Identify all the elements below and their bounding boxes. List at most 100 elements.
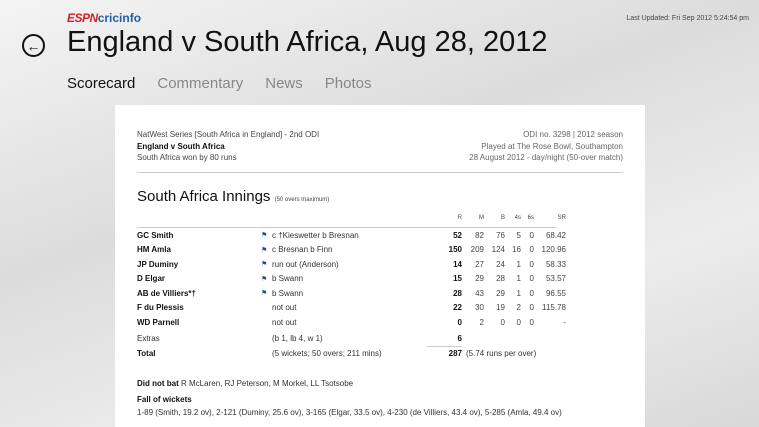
total-detail: (5 wickets; 50 overs; 211 mins) (272, 348, 382, 358)
last-updated: Last Updated: Fri Sep 2012 5:24:54 pm (626, 15, 749, 22)
stat-sr: 115.78 (542, 303, 566, 312)
total-row: Total (5 wickets; 50 overs; 211 mins) 28… (137, 346, 617, 360)
stat-r: 28 (453, 288, 462, 298)
extras-row: Extras (b 1, lb 4, w 1) 6 (137, 331, 577, 345)
stat-6s: 0 (529, 259, 534, 269)
stat-r: 0 (457, 317, 462, 327)
stat-m: 82 (475, 230, 484, 240)
dismissal: run out (Anderson) (272, 259, 339, 269)
col-sr: SR (557, 215, 566, 221)
back-arrow-icon: ← (26, 37, 41, 54)
stat-4s: 1 (516, 288, 521, 298)
batsman-row: AB de Villiers*† ⚑ b Swann 28 43 29 1 0 96.55 (137, 286, 577, 300)
dismissal: c †Kieswetter b Bresnan (272, 230, 359, 240)
stat-sr: - (563, 317, 566, 327)
stat-m: 43 (475, 288, 484, 298)
stat-4s: 1 (516, 259, 521, 269)
stat-b: 29 (496, 288, 505, 298)
divider (137, 172, 623, 173)
stat-b: 24 (496, 259, 505, 269)
stat-sr: 58.33 (545, 259, 566, 269)
batsman-name[interactable]: HM Amla (137, 245, 171, 254)
batsman-row: WD Parnell not out 0 2 0 0 0- (137, 315, 577, 329)
stat-4s: 2 (516, 303, 521, 312)
stat-6s: 0 (529, 274, 534, 283)
dismissal: c Bresnan b Finn (272, 245, 333, 254)
fall-of-wickets-label: Fall of wickets (137, 395, 192, 404)
espncricinfo-logo: ESPNcricinfo (67, 11, 142, 25)
col-r: R (457, 215, 462, 221)
stat-4s: 0 (516, 317, 521, 327)
stat-m: 209 (470, 245, 484, 254)
scorecard-panel: NatWest Series [South Africa in England]… (115, 105, 645, 427)
back-button[interactable]: ← (22, 34, 45, 57)
did-not-bat: Did not bat R McLaren, RJ Peterson, M Mo… (137, 379, 354, 388)
innings-subtitle: (50 overs maximum) (274, 197, 330, 203)
col-6s: 6s (527, 215, 534, 221)
extras-label: Extras (137, 333, 160, 343)
table-header: R M B 4s 6s SR (137, 211, 577, 225)
stat-b: 76 (496, 230, 505, 240)
batsman-row: D Elgar ⚑ b Swann 15 29 28 1 0 53.57 (137, 272, 577, 286)
stat-r: 15 (453, 274, 462, 283)
tab-photos[interactable]: Photos (324, 75, 372, 92)
batsman-name[interactable]: JP Duminy (137, 259, 179, 269)
comment-icon[interactable]: ⚑ (261, 246, 268, 254)
batsman-row: HM Amla ⚑ c Bresnan b Finn 150 209 124 16 0 120.… (137, 243, 577, 257)
stat-r: 14 (453, 259, 462, 269)
comment-icon[interactable]: ⚑ (261, 275, 268, 283)
stat-4s: 5 (516, 230, 521, 240)
batsman-row: GC Smith ⚑ c †Kieswetter b Bresnan 52 82 76 5 0… (137, 228, 577, 242)
match-date: 28 August 2012 - day/night (50-over matc… (469, 153, 623, 162)
stat-m: 2 (479, 317, 484, 327)
stat-sr: 120.96 (541, 245, 566, 254)
odi-number: ODI no. 3298 | 2012 season (523, 130, 623, 139)
comment-icon[interactable]: ⚑ (261, 261, 268, 268)
stat-sr: 68.42 (545, 230, 566, 240)
series: NatWest Series [South Africa in England]… (137, 130, 320, 139)
tab-commentary[interactable]: Commentary (157, 75, 244, 92)
stat-m: 29 (475, 274, 484, 283)
col-4s: 4s (514, 215, 521, 221)
col-b: B (500, 215, 505, 221)
dismissal: not out (272, 317, 297, 327)
batsman-name[interactable]: AB de Villiers*† (137, 288, 196, 298)
tab-bar: Scorecard Commentary News Photos (67, 75, 371, 92)
result: South Africa won by 80 runs (137, 153, 237, 162)
dismissal: b Swann (272, 274, 304, 283)
dismissal: b Swann (272, 288, 304, 298)
stat-6s: 0 (529, 303, 534, 312)
total-label: Total (137, 348, 156, 358)
stat-r: 150 (448, 245, 462, 254)
batsman-name[interactable]: D Elgar (137, 274, 166, 283)
divider (427, 346, 462, 347)
batsman-name[interactable]: GC Smith (137, 230, 174, 240)
tab-news[interactable]: News (265, 75, 303, 92)
stat-6s: 0 (529, 230, 534, 240)
comment-icon[interactable]: ⚑ (261, 290, 268, 297)
run-rate: (5.74 runs per over) (466, 348, 537, 358)
stat-r: 52 (453, 230, 462, 240)
stat-4s: 16 (512, 245, 521, 254)
fall-of-wickets: 1-89 (Smith, 19.2 ov), 2-121 (Duminy, 25… (137, 408, 562, 417)
batsman-name[interactable]: WD Parnell (137, 317, 180, 327)
stat-4s: 1 (516, 274, 521, 283)
extras-value: 6 (457, 333, 462, 343)
venue: Played at The Rose Bowl, Southampton (481, 141, 623, 151)
tab-scorecard[interactable]: Scorecard (67, 75, 136, 92)
page-title: England v South Africa, Aug 28, 2012 (67, 26, 548, 58)
batsman-row: F du Plessis not out 22 30 19 2 0 115.78 (137, 301, 577, 315)
comment-icon[interactable]: ⚑ (261, 232, 268, 239)
stat-sr: 53.57 (545, 274, 566, 283)
batsman-row: JP Duminy ⚑ run out (Anderson) 14 27 24 1 0 58.3… (137, 257, 577, 271)
teams: England v South Africa (137, 141, 225, 151)
stat-b: 124 (491, 245, 505, 254)
match-details: ODI no. 3298 | 2012 season Played at The… (469, 129, 623, 164)
batsman-name[interactable]: F du Plessis (137, 303, 184, 312)
dismissal: not out (272, 303, 297, 312)
stat-6s: 0 (529, 245, 534, 254)
total-value: 287 (448, 348, 462, 358)
stat-b: 28 (496, 274, 505, 283)
stat-sr: 96.55 (545, 288, 566, 298)
stat-m: 30 (475, 303, 484, 312)
